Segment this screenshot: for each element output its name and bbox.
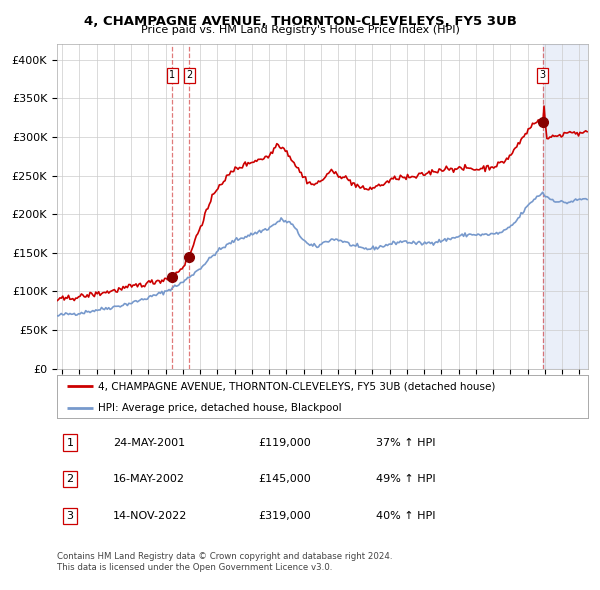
Text: Contains HM Land Registry data © Crown copyright and database right 2024.
This d: Contains HM Land Registry data © Crown c… <box>57 552 392 572</box>
Text: 16-MAY-2002: 16-MAY-2002 <box>113 474 185 484</box>
Text: 14-NOV-2022: 14-NOV-2022 <box>113 511 187 521</box>
Text: 49% ↑ HPI: 49% ↑ HPI <box>376 474 435 484</box>
Text: 1: 1 <box>169 70 175 80</box>
Text: £319,000: £319,000 <box>259 511 311 521</box>
Text: 24-MAY-2001: 24-MAY-2001 <box>113 438 185 448</box>
Text: Price paid vs. HM Land Registry's House Price Index (HPI): Price paid vs. HM Land Registry's House … <box>140 25 460 35</box>
Text: 2: 2 <box>67 474 74 484</box>
Text: 1: 1 <box>67 438 74 448</box>
Text: 37% ↑ HPI: 37% ↑ HPI <box>376 438 435 448</box>
Text: 4, CHAMPAGNE AVENUE, THORNTON-CLEVELEYS, FY5 3UB (detached house): 4, CHAMPAGNE AVENUE, THORNTON-CLEVELEYS,… <box>98 381 496 391</box>
Text: £145,000: £145,000 <box>259 474 311 484</box>
Text: £119,000: £119,000 <box>259 438 311 448</box>
Text: 3: 3 <box>539 70 546 80</box>
Text: 3: 3 <box>67 511 74 521</box>
Text: 40% ↑ HPI: 40% ↑ HPI <box>376 511 435 521</box>
Text: HPI: Average price, detached house, Blackpool: HPI: Average price, detached house, Blac… <box>98 402 342 412</box>
Text: 4, CHAMPAGNE AVENUE, THORNTON-CLEVELEYS, FY5 3UB: 4, CHAMPAGNE AVENUE, THORNTON-CLEVELEYS,… <box>83 15 517 28</box>
Bar <box>542 44 600 369</box>
Text: 2: 2 <box>186 70 193 80</box>
